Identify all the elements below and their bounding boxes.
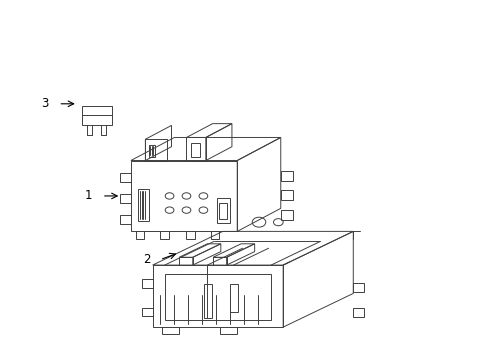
Bar xyxy=(120,215,131,224)
Bar xyxy=(152,265,283,327)
Bar xyxy=(160,231,168,239)
Bar xyxy=(81,105,111,125)
Bar xyxy=(145,139,167,161)
Bar xyxy=(138,189,148,221)
Bar xyxy=(219,203,226,219)
Bar xyxy=(179,257,192,265)
Text: 2: 2 xyxy=(142,253,150,266)
Bar xyxy=(149,145,155,157)
Bar xyxy=(213,257,226,265)
Bar xyxy=(229,284,238,312)
Bar xyxy=(142,307,152,316)
Bar xyxy=(136,231,144,239)
Bar xyxy=(131,161,237,231)
Text: 1: 1 xyxy=(84,189,92,202)
Bar xyxy=(120,173,131,182)
Bar xyxy=(203,284,212,318)
Bar xyxy=(191,143,200,157)
Bar xyxy=(210,231,219,239)
Bar xyxy=(120,194,131,203)
Bar xyxy=(220,327,237,334)
Text: 3: 3 xyxy=(41,97,49,110)
Bar xyxy=(186,138,205,161)
Bar xyxy=(142,279,152,288)
Bar xyxy=(162,327,179,334)
Bar xyxy=(217,198,230,222)
Bar xyxy=(186,231,195,239)
Bar xyxy=(164,274,270,320)
